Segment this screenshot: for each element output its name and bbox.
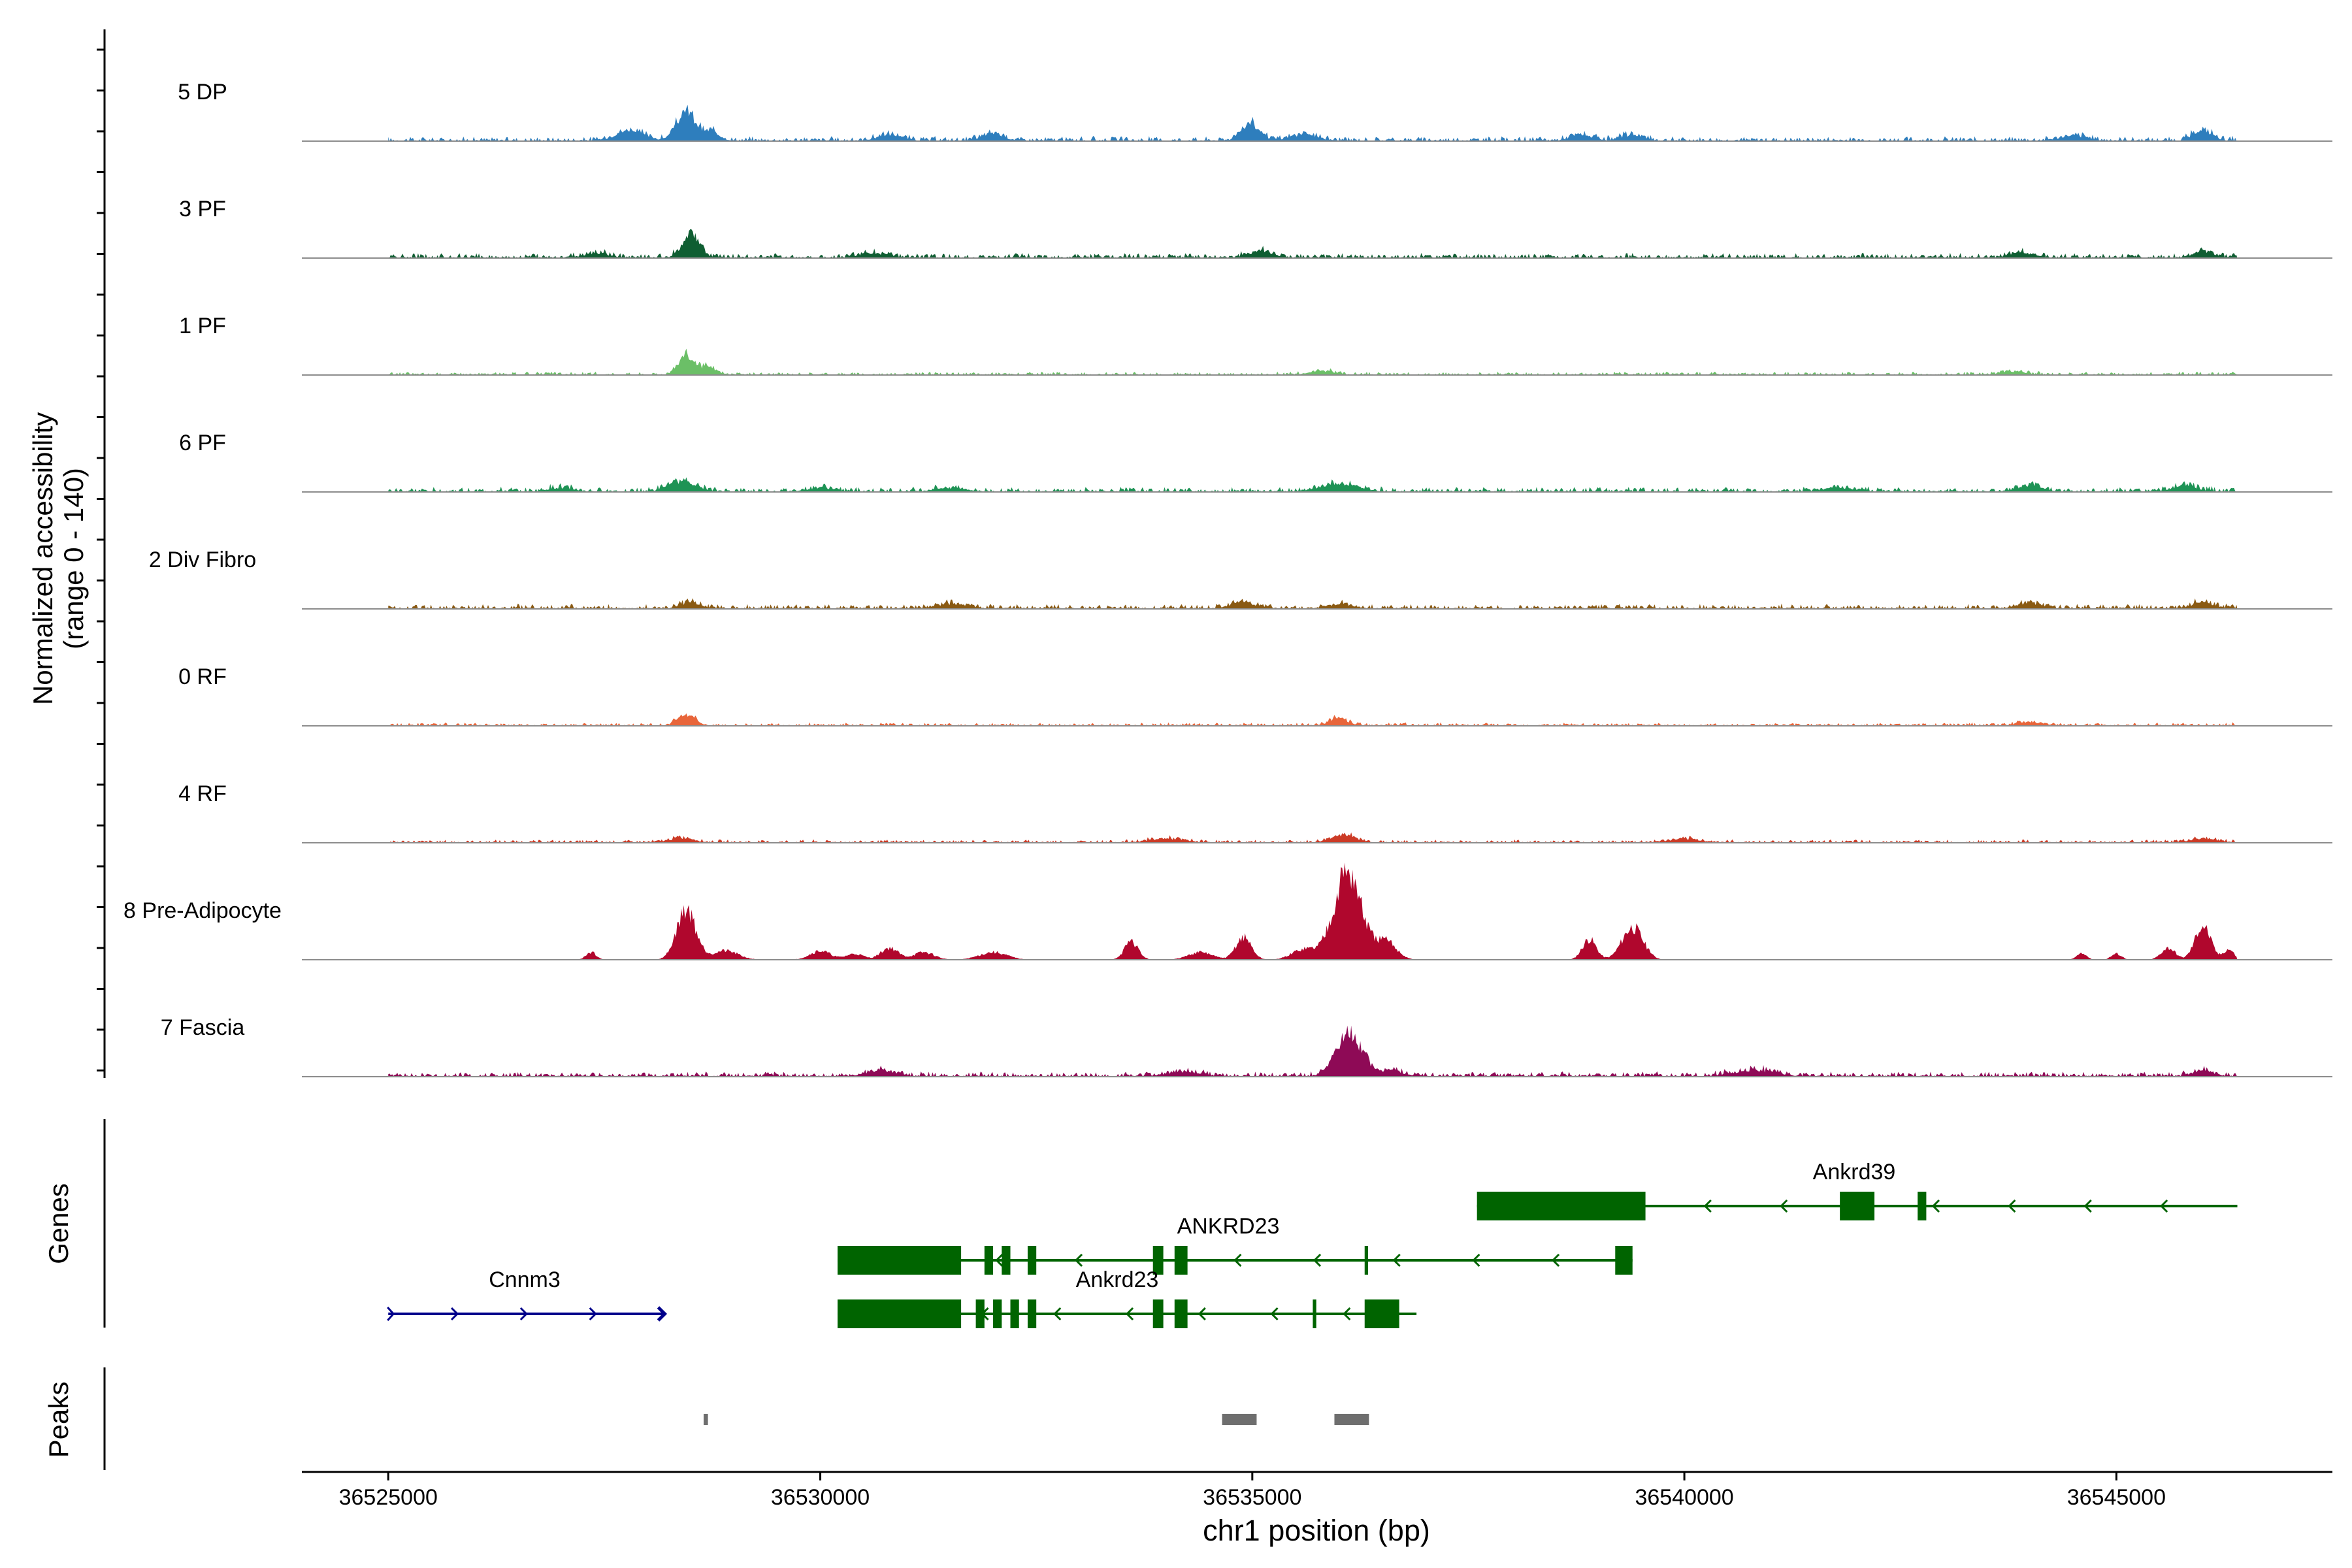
- strand-arrow: [450, 1307, 459, 1321]
- gene-label: Ankrd39: [1813, 1160, 1896, 1184]
- strand-arrow: [1198, 1307, 1206, 1321]
- peaks-panel-label: Peaks: [43, 1382, 74, 1458]
- gene-label: ANKRD23: [1177, 1214, 1280, 1239]
- strand-arrow: [1343, 1307, 1351, 1321]
- strand-arrow: [1270, 1307, 1279, 1321]
- exon: [1002, 1246, 1011, 1275]
- strand-arrow: [1392, 1253, 1401, 1267]
- strand-arrow: [1074, 1253, 1083, 1267]
- track-8-pre-adipocyte: 8 Pre-Adipocyte: [123, 862, 2332, 960]
- strand-arrow: [387, 1306, 395, 1322]
- coverage-y-axis-ticks: [97, 48, 105, 1071]
- gene-annotation-track: Ankrd39 ANKRD23 Ankrd23 Cnnm3: [387, 1160, 2238, 1328]
- strand-arrow: [1551, 1253, 1560, 1267]
- exon: [1027, 1299, 1037, 1328]
- exon: [837, 1299, 962, 1328]
- track-label: 0 RF: [178, 664, 227, 689]
- gene-label: Cnnm3: [489, 1267, 561, 1292]
- exon: [1010, 1299, 1019, 1328]
- coverage-tracks: 5 DP 3 PF 1 PF 6 PF 2 Div Fibro 0 RF 4 RF 8 Pre…: [123, 80, 2332, 1077]
- genes-panel-label: Genes: [43, 1183, 74, 1264]
- exon: [1615, 1246, 1633, 1275]
- track-label: 4 RF: [178, 781, 227, 806]
- x-tick-label: 36545000: [2067, 1485, 2166, 1510]
- strand-arrow: [1703, 1199, 1712, 1213]
- strand-arrow: [1125, 1307, 1134, 1321]
- exon: [984, 1246, 994, 1275]
- exon: [1174, 1246, 1188, 1275]
- coverage-area: [388, 229, 2238, 258]
- x-tick-label: 36535000: [1203, 1485, 1301, 1510]
- x-axis-title: chr1 position (bp): [1203, 1514, 1430, 1547]
- strand-arrow: [1233, 1253, 1242, 1267]
- exon: [1313, 1299, 1316, 1328]
- x-tick-label: 36530000: [771, 1485, 870, 1510]
- track-label: 6 PF: [179, 431, 226, 455]
- exon: [1918, 1192, 1927, 1220]
- strand-arrow: [1472, 1253, 1480, 1267]
- strand-arrow: [2008, 1199, 2016, 1213]
- exon: [1174, 1299, 1188, 1328]
- exon: [975, 1299, 985, 1328]
- gene-label: Ankrd23: [1076, 1267, 1159, 1292]
- peaks-track: [703, 1414, 1369, 1425]
- exon: [1152, 1299, 1164, 1328]
- exon: [1477, 1192, 1646, 1220]
- x-tick-label: 36525000: [339, 1485, 438, 1510]
- track-label: 1 PF: [179, 314, 226, 338]
- coverage-area: [388, 598, 2238, 609]
- gene-ankrd23: Ankrd23: [837, 1267, 1417, 1328]
- strand-arrow: [995, 1253, 1004, 1267]
- exon: [1364, 1246, 1369, 1275]
- y-axis-range-label: (range 0 - 140): [58, 468, 89, 649]
- track-label: 5 DP: [178, 80, 227, 105]
- gene-cnnm3: Cnnm3: [387, 1267, 668, 1322]
- track-label: 8 Pre-Adipocyte: [123, 898, 282, 923]
- coverage-area: [388, 477, 2238, 492]
- y-axis-title: Normalized accessibility: [27, 412, 58, 705]
- coverage-area: [388, 713, 2238, 726]
- track-label: 7 Fascia: [161, 1015, 245, 1040]
- peak-region-1: [1222, 1414, 1257, 1425]
- exon: [1027, 1246, 1037, 1275]
- track-label: 3 PF: [179, 197, 226, 221]
- strand-arrow: [1313, 1253, 1322, 1267]
- exon: [1152, 1246, 1164, 1275]
- track-1-pf: 1 PF: [179, 314, 2332, 376]
- track-5-dp: 5 DP: [178, 80, 2332, 142]
- track-6-pf: 6 PF: [179, 431, 2332, 493]
- track-7-fascia: 7 Fascia: [161, 1015, 2332, 1077]
- exon: [1364, 1299, 1399, 1328]
- strand-arrow: [589, 1307, 597, 1321]
- gene-ankrd39: Ankrd39: [1477, 1160, 2238, 1220]
- strand-arrow: [2083, 1199, 2092, 1213]
- x-axis-ticks: 36525000 36530000 36535000 36540000 36545000: [339, 1472, 2166, 1510]
- track-0-rf: 0 RF: [178, 664, 2332, 727]
- strand-arrow: [1780, 1199, 1788, 1213]
- strand-arrow: [1053, 1307, 1062, 1321]
- strand-arrow: [2160, 1199, 2168, 1213]
- x-tick-label: 36540000: [1635, 1485, 1733, 1510]
- strand-arrow: [1931, 1199, 1940, 1213]
- track-3-pf: 3 PF: [179, 197, 2332, 259]
- track-4-rf: 4 RF: [178, 781, 2332, 843]
- peak-region-0: [703, 1414, 708, 1425]
- peak-region-2: [1334, 1414, 1369, 1425]
- exon: [993, 1299, 1002, 1328]
- track-2-div-fibro: 2 Div Fibro: [149, 547, 2332, 610]
- exon: [837, 1246, 962, 1275]
- gene-ankrd23: ANKRD23: [837, 1214, 1633, 1275]
- track-label: 2 Div Fibro: [149, 547, 256, 572]
- strand-arrow: [519, 1307, 528, 1321]
- exon: [1840, 1192, 1875, 1220]
- strand-arrow: [657, 1306, 668, 1322]
